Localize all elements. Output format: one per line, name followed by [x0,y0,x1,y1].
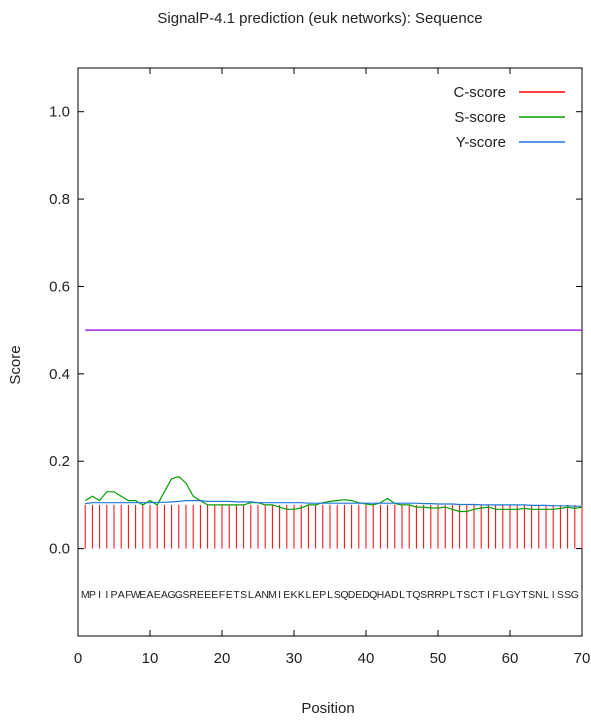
sequence-residue: Y [514,589,521,601]
y-tick-label: 0.4 [49,366,70,383]
legend-label: S-score [454,109,506,126]
sequence-residue: S [528,589,535,601]
sequence-residue: G [506,589,514,601]
x-tick-label: 10 [142,650,159,667]
sequence-residue: D [362,589,370,601]
plot-area: 0.00.20.40.60.81.00 10 20 30 40 50 60 70M P I I P A F… [49,67,591,667]
sequence-residue: S [564,589,571,601]
sequence-residue: E [154,589,161,601]
sequence-residue: S [240,589,247,601]
x-tick-label: 70 [574,650,591,667]
sequence-residue: E [211,589,218,601]
sequence-residue: N [261,589,269,601]
sequence-residue: I [552,589,555,601]
sequence-residue: E [312,589,319,601]
sequence-residue: F [219,589,225,601]
sequence-residue: I [98,589,101,601]
sequence-residue: I [105,589,108,601]
sequence-residue: T [478,589,485,601]
sequence-residue: L [449,589,455,601]
sequence-residue: L [327,589,333,601]
sequence-residue: Q [412,589,420,601]
sequence-residue: T [406,589,413,601]
sequence-residue: F [125,589,131,601]
sequence-residue: L [248,589,254,601]
sequence-residue: I [278,589,281,601]
sequence-residue: S [557,589,564,601]
sequence-residue: E [139,589,146,601]
sequence-residue: G [571,589,579,601]
sequence-residue: P [89,589,96,601]
sequence-residue: S [420,589,427,601]
sequence-residue: I [581,589,584,601]
sequence-residue: S [463,589,470,601]
legend-label: C-score [453,84,506,101]
sequence-residue: A [161,589,168,601]
sequence-residue: A [118,589,125,601]
y-tick-label: 0.6 [49,278,70,295]
sequence-residue: C [470,589,478,601]
s-score-line [84,475,583,513]
legend-label: Y-score [456,134,506,151]
sequence-residue: E [226,589,233,601]
y-tick-label: 0.8 [49,191,70,208]
y-tick-label: 0.2 [49,453,70,470]
x-tick-label: 50 [430,650,447,667]
sequence-residue: Q [340,589,348,601]
sequence-residue: A [254,589,261,601]
sequence-residue: D [348,589,356,601]
sequence-residue: M [268,589,277,601]
sequence-residue: R [434,589,442,601]
sequence-residue: D [391,589,399,601]
sequence-residue: S [182,589,189,601]
sequence-residue: N [535,589,543,601]
sequence-residue: L [399,589,405,601]
sequence-residue: Q [369,589,377,601]
chart-title: SignalP-4.1 prediction (euk networks): S… [157,10,482,27]
sequence-residue: I [487,589,490,601]
sequence-residue: A [384,589,391,601]
x-tick-label: 20 [214,650,231,667]
y-axis-label: Score [7,345,24,384]
sequence-residue: F [492,589,498,601]
sequence-residue: L [543,589,549,601]
sequence-residue: T [521,589,528,601]
plot-frame [77,67,583,637]
sequence-residue: T [233,589,240,601]
sequence-residue: E [204,589,211,601]
x-tick-label: 30 [286,650,303,667]
sequence-residue: S [334,589,341,601]
sequence-residue: P [110,589,117,601]
sequence-residue: P [319,589,326,601]
sequence-residue: A [146,589,153,601]
sequence-residue: M [81,589,90,601]
sequence-residue: R [427,589,435,601]
x-tick-label: 0 [74,650,82,667]
sequence-residue: K [298,589,305,601]
sequence-residue: K [290,589,297,601]
sequence-residue: E [355,589,362,601]
sequence-residue: R [189,589,197,601]
sequence-residue: W [131,589,141,601]
sequence-residue: E [283,589,290,601]
x-tick-label: 60 [502,650,519,667]
sequence-residue: T [456,589,463,601]
sequence-residue: E [197,589,204,601]
sequence-residue: G [168,589,176,601]
x-tick-label: 40 [358,650,375,667]
sequence-residue: H [377,589,385,601]
sequence-residue: L [305,589,311,601]
sequence-residue: G [175,589,183,601]
sequence-residue: L [500,589,506,601]
y-tick-label: 1.0 [49,104,70,121]
sequence-residue: P [442,589,449,601]
x-axis-label: Position [301,700,354,717]
y-score-line [85,500,582,507]
y-tick-label: 0.0 [49,541,70,558]
